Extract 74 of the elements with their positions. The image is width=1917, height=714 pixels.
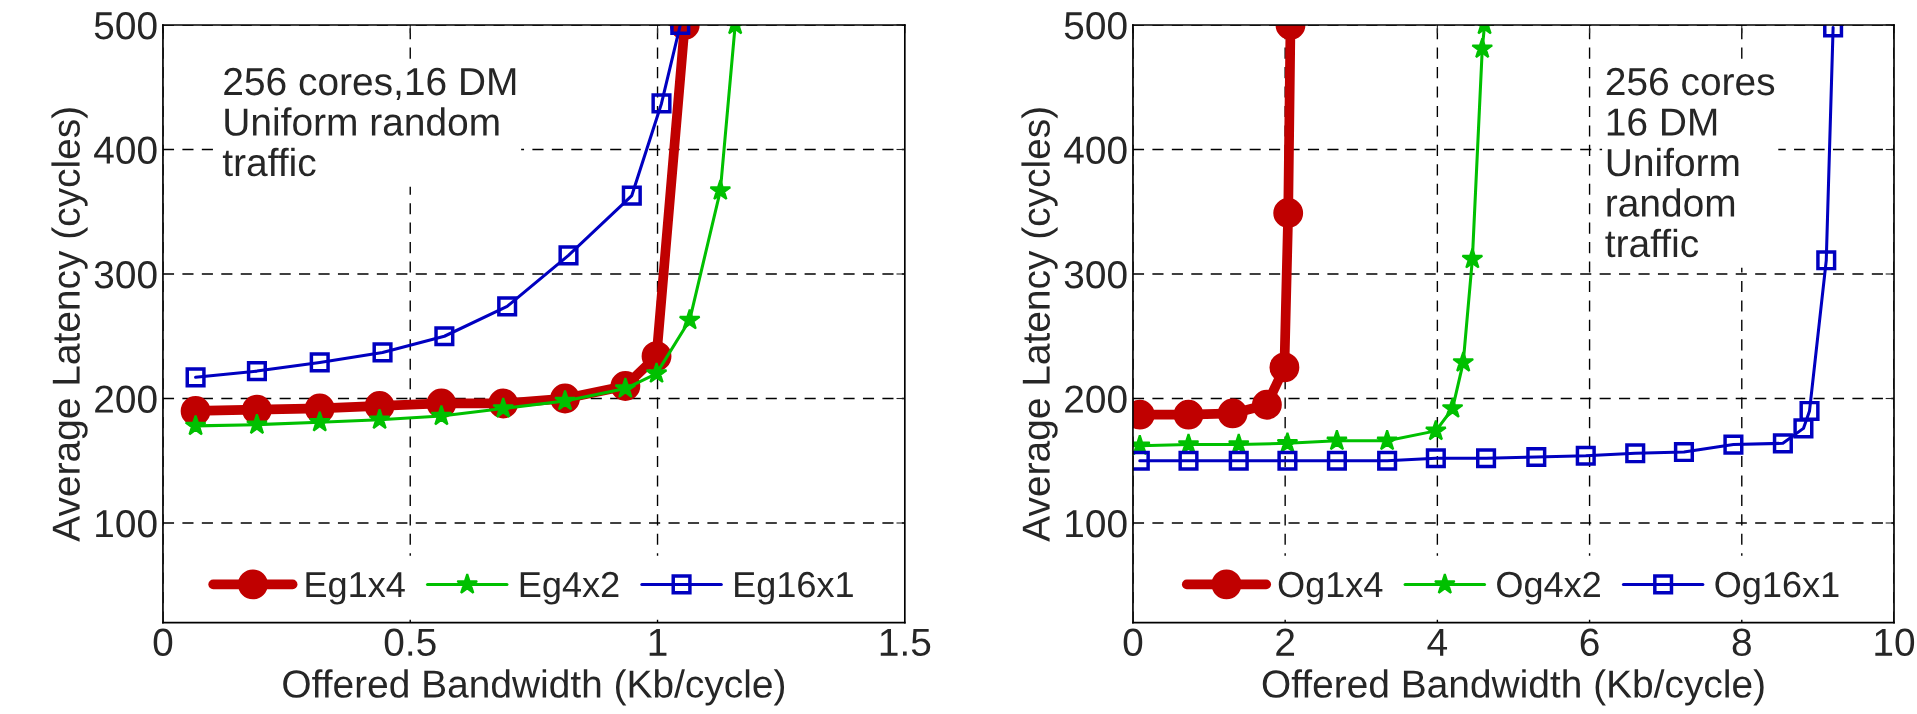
point xyxy=(1273,198,1304,228)
y-tick-label: 200 xyxy=(1065,385,1127,413)
point xyxy=(1673,441,1695,463)
point xyxy=(1173,399,1204,430)
y-tick-label: 200 xyxy=(95,385,157,413)
point xyxy=(1251,389,1282,420)
x-axis-title: Offered Bandwidth (Kb/cycle) xyxy=(1262,669,1764,706)
y-tick-label: 500 xyxy=(1064,11,1127,40)
x-tick-label: 0 xyxy=(153,628,173,657)
point xyxy=(368,408,391,430)
y-axis-title: Average Latency (cycles) xyxy=(1021,108,1058,542)
point xyxy=(308,410,331,432)
y-axis-title: Average Latency (cycles) xyxy=(51,108,88,542)
point xyxy=(1276,431,1299,453)
point xyxy=(434,326,455,347)
point xyxy=(184,414,207,436)
annotation: 256 cores 16 DM Uniform random traffic xyxy=(1605,67,1775,258)
point xyxy=(1723,434,1744,455)
point xyxy=(1228,450,1249,471)
legend-label: Og1x4 xyxy=(1278,571,1383,605)
x-tick-label: 1.5 xyxy=(880,628,931,657)
point xyxy=(1625,443,1646,464)
point xyxy=(246,361,267,382)
point xyxy=(1476,448,1497,469)
point xyxy=(1772,433,1793,454)
x-tick-label: 1 xyxy=(649,628,667,656)
point xyxy=(645,362,668,384)
point xyxy=(1441,397,1464,418)
point xyxy=(1326,450,1347,471)
legend-label: Og4x2 xyxy=(1497,571,1600,605)
point xyxy=(1425,448,1446,469)
point xyxy=(1461,247,1484,269)
x-tick-label: 2 xyxy=(1276,628,1295,656)
point xyxy=(678,308,701,330)
point xyxy=(1816,250,1837,271)
point xyxy=(1526,446,1547,468)
legend-label: Eg4x2 xyxy=(520,571,619,605)
point xyxy=(245,413,268,435)
y-tick-label: 400 xyxy=(1064,136,1127,164)
x-tick-label: 4 xyxy=(1427,628,1448,656)
point xyxy=(1799,400,1820,422)
point xyxy=(430,404,453,426)
x-axis-title: Offered Bandwidth (Kb/cycle) xyxy=(283,669,785,706)
point xyxy=(309,352,330,373)
legend-label: Eg16x1 xyxy=(735,571,853,605)
y-tick-label: 300 xyxy=(94,260,157,289)
point xyxy=(1217,398,1248,429)
point xyxy=(497,296,518,317)
y-tick-label: 300 xyxy=(1064,260,1127,289)
point xyxy=(372,342,393,363)
y-tick-label: 100 xyxy=(96,509,157,538)
legend-label: Og16x1 xyxy=(1715,571,1839,605)
point xyxy=(1325,429,1348,451)
point xyxy=(1277,450,1298,471)
point xyxy=(558,245,579,266)
point xyxy=(1178,450,1199,471)
x-tick-label: 10 xyxy=(1875,628,1915,657)
y-tick-label: 100 xyxy=(1066,509,1127,538)
annotation: 256 cores,16 DM Uniform random traffic xyxy=(222,67,516,177)
legend-label: Eg1x4 xyxy=(306,572,405,605)
point xyxy=(1575,445,1596,466)
x-tick-label: 8 xyxy=(1732,628,1751,657)
point xyxy=(1269,352,1300,383)
point xyxy=(1424,419,1447,441)
point xyxy=(1452,350,1475,372)
x-tick-label: 0 xyxy=(1123,628,1143,657)
y-tick-label: 400 xyxy=(94,136,157,164)
x-tick-label: 6 xyxy=(1580,628,1599,657)
x-tick-label: 0.5 xyxy=(384,628,436,657)
y-tick-label: 500 xyxy=(94,11,157,40)
point xyxy=(1793,418,1814,439)
point xyxy=(185,367,206,388)
point xyxy=(1377,450,1398,471)
point xyxy=(1376,429,1399,451)
